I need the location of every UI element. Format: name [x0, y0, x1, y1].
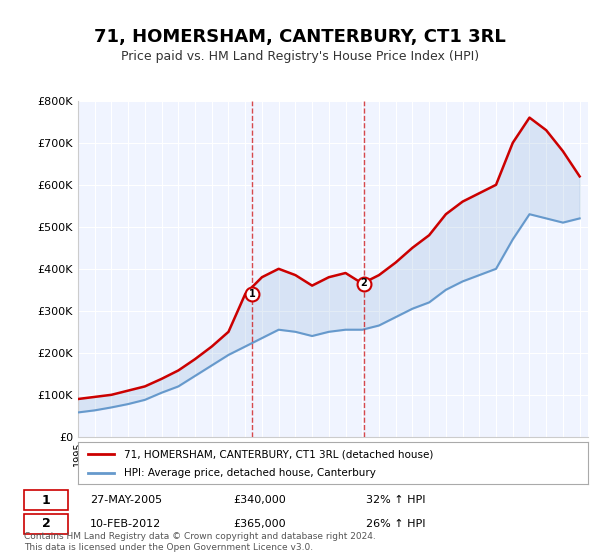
Text: Price paid vs. HM Land Registry's House Price Index (HPI): Price paid vs. HM Land Registry's House …: [121, 50, 479, 63]
Text: HPI: Average price, detached house, Canterbury: HPI: Average price, detached house, Cant…: [124, 468, 376, 478]
Text: 1: 1: [42, 494, 50, 507]
Text: 71, HOMERSHAM, CANTERBURY, CT1 3RL: 71, HOMERSHAM, CANTERBURY, CT1 3RL: [94, 28, 506, 46]
Text: 1: 1: [248, 289, 255, 299]
Text: 71, HOMERSHAM, CANTERBURY, CT1 3RL (detached house): 71, HOMERSHAM, CANTERBURY, CT1 3RL (deta…: [124, 449, 433, 459]
FancyBboxPatch shape: [24, 514, 68, 534]
Text: Contains HM Land Registry data © Crown copyright and database right 2024.
This d: Contains HM Land Registry data © Crown c…: [24, 532, 376, 552]
Text: £340,000: £340,000: [234, 495, 287, 505]
Text: £365,000: £365,000: [234, 519, 286, 529]
Text: 2: 2: [42, 517, 50, 530]
Text: 32% ↑ HPI: 32% ↑ HPI: [366, 495, 426, 505]
Text: 10-FEB-2012: 10-FEB-2012: [90, 519, 161, 529]
Text: 26% ↑ HPI: 26% ↑ HPI: [366, 519, 426, 529]
Text: 27-MAY-2005: 27-MAY-2005: [90, 495, 163, 505]
FancyBboxPatch shape: [24, 490, 68, 510]
Text: 2: 2: [361, 278, 367, 288]
